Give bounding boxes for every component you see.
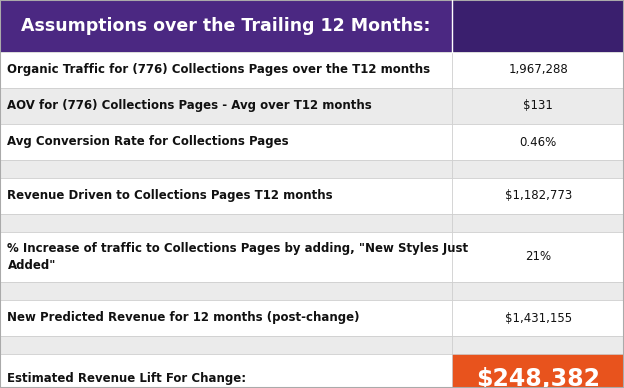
Bar bbox=[0, 0, 452, 52]
Bar bbox=[452, 178, 624, 214]
Bar bbox=[0, 300, 452, 336]
Bar bbox=[452, 336, 624, 354]
Bar bbox=[0, 336, 452, 354]
Text: Revenue Driven to Collections Pages T12 months: Revenue Driven to Collections Pages T12 … bbox=[7, 189, 333, 203]
Bar bbox=[0, 232, 452, 282]
Bar bbox=[452, 300, 624, 336]
Text: Assumptions over the Trailing 12 Months:: Assumptions over the Trailing 12 Months: bbox=[21, 17, 431, 35]
Bar bbox=[0, 88, 452, 124]
Bar bbox=[0, 160, 452, 178]
Bar bbox=[452, 124, 624, 160]
Bar bbox=[452, 88, 624, 124]
Bar bbox=[0, 52, 452, 88]
Bar bbox=[0, 124, 452, 160]
Text: 0.46%: 0.46% bbox=[520, 135, 557, 149]
Text: New Predicted Revenue for 12 months (post-change): New Predicted Revenue for 12 months (pos… bbox=[7, 312, 360, 324]
Bar bbox=[0, 282, 452, 300]
Bar bbox=[452, 160, 624, 178]
Text: Estimated Revenue Lift For Change:: Estimated Revenue Lift For Change: bbox=[7, 372, 246, 386]
Bar bbox=[452, 52, 624, 88]
Text: 1,967,288: 1,967,288 bbox=[509, 64, 568, 76]
Bar bbox=[452, 214, 624, 232]
Bar bbox=[452, 354, 624, 388]
Text: % Increase of traffic to Collections Pages by adding, "New Styles Just
Added": % Increase of traffic to Collections Pag… bbox=[7, 242, 469, 272]
Bar bbox=[452, 282, 624, 300]
Text: $131: $131 bbox=[524, 99, 553, 113]
Text: 21%: 21% bbox=[525, 251, 551, 263]
Text: Avg Conversion Rate for Collections Pages: Avg Conversion Rate for Collections Page… bbox=[7, 135, 289, 149]
Text: Organic Traffic for (776) Collections Pages over the T12 months: Organic Traffic for (776) Collections Pa… bbox=[7, 64, 431, 76]
Text: $1,182,773: $1,182,773 bbox=[505, 189, 572, 203]
Bar bbox=[0, 214, 452, 232]
Bar bbox=[452, 232, 624, 282]
Bar bbox=[452, 0, 624, 52]
Bar bbox=[0, 354, 452, 388]
Text: AOV for (776) Collections Pages - Avg over T12 months: AOV for (776) Collections Pages - Avg ov… bbox=[7, 99, 373, 113]
Text: $1,431,155: $1,431,155 bbox=[505, 312, 572, 324]
Text: $248,382: $248,382 bbox=[476, 367, 600, 388]
Bar bbox=[0, 178, 452, 214]
